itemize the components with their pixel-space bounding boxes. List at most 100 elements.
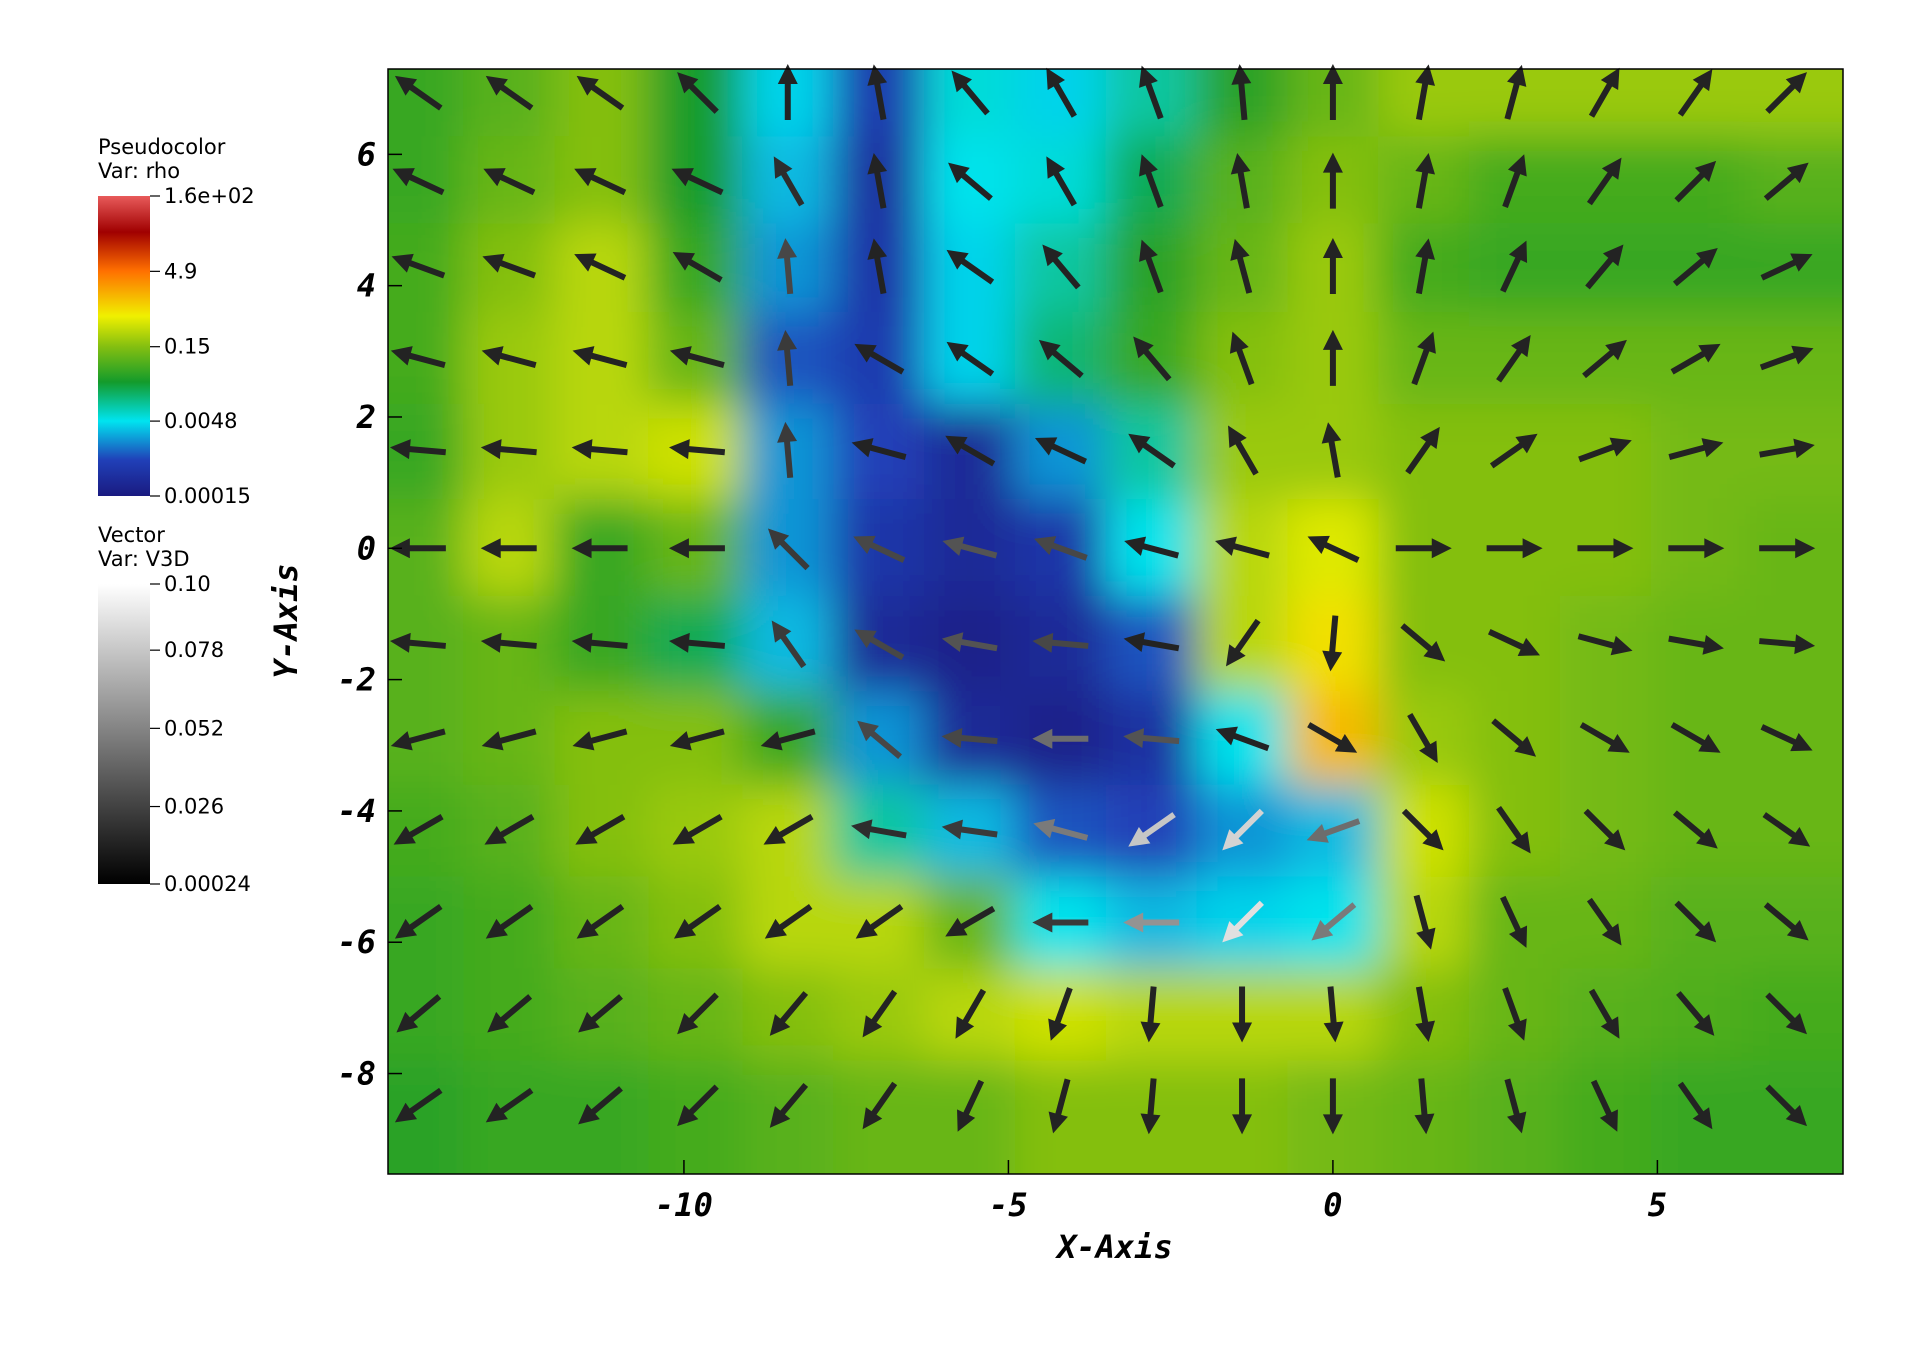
- vector-arrow: [1222, 900, 1264, 943]
- y-tick-label: 4: [357, 267, 376, 305]
- vector-arrow: [394, 904, 443, 939]
- vector-arrow: [1415, 238, 1435, 295]
- vector-arrow: [391, 253, 446, 279]
- legend-tick-label: 0.052: [164, 716, 224, 740]
- colorbar: [98, 196, 150, 496]
- vector-arrow: [392, 168, 445, 196]
- vector-arrow: [669, 346, 725, 369]
- vector-arrow: [669, 632, 726, 653]
- vector-arrow: [760, 728, 816, 751]
- density-cell: [388, 784, 465, 878]
- legend-tick-label: 0.078: [164, 638, 224, 662]
- vector-arrow: [957, 1079, 985, 1132]
- vector-arrow: [482, 253, 537, 279]
- x-axis-title: X-Axis: [1054, 1228, 1173, 1266]
- vector-arrow: [854, 629, 905, 661]
- vector-arrow: [1322, 329, 1343, 386]
- vector-arrow: [1048, 987, 1073, 1041]
- vector-arrow: [1672, 810, 1718, 849]
- vector-arrow: [1322, 1078, 1343, 1135]
- density-cell: [388, 136, 465, 225]
- vector-arrow: [767, 528, 810, 571]
- vector-arrow: [769, 991, 809, 1036]
- vector-arrow: [1046, 156, 1077, 207]
- vector-arrow: [1762, 812, 1811, 847]
- vector-arrow: [1228, 425, 1259, 476]
- vector-arrow: [851, 819, 907, 840]
- density-cell: [1741, 311, 1843, 405]
- colorbar: [98, 584, 150, 884]
- vector-arrow: [1489, 433, 1538, 469]
- y-tick-label: -4: [337, 792, 376, 830]
- vector-arrow: [854, 343, 905, 375]
- vector-arrow: [1579, 722, 1630, 753]
- vector-arrow: [485, 75, 534, 111]
- vector-arrow: [1668, 538, 1725, 559]
- vector-arrow: [574, 253, 627, 281]
- vector-arrow: [948, 162, 993, 201]
- vector-arrow: [1491, 718, 1537, 757]
- vector-arrow: [1582, 339, 1627, 379]
- vector-arrow: [1322, 63, 1343, 120]
- vector-arrow: [771, 620, 807, 669]
- vector-arrow: [1500, 240, 1528, 293]
- vector-arrow: [1674, 160, 1717, 203]
- vector-arrow: [1401, 808, 1444, 851]
- vector-arrow: [1322, 152, 1343, 209]
- vector-arrow: [671, 168, 724, 196]
- vector-arrow: [1585, 244, 1624, 290]
- vector-arrow: [1048, 1078, 1071, 1134]
- vector-arrow: [763, 814, 814, 845]
- vector-arrow: [578, 994, 623, 1033]
- vector-arrow: [1128, 433, 1176, 469]
- vector-arrow: [1486, 538, 1543, 559]
- vector-arrow: [1670, 343, 1721, 375]
- vector-arrow: [677, 1084, 719, 1127]
- vector-arrow: [1032, 728, 1089, 749]
- vector-arrow: [574, 168, 627, 196]
- legend-title: Vector: [98, 523, 165, 547]
- y-tick-label: 6: [357, 135, 376, 173]
- vector-arrow: [1124, 536, 1180, 559]
- vector-arrow: [1760, 724, 1813, 752]
- density-cell: [1741, 784, 1843, 878]
- vector-arrow: [390, 346, 446, 369]
- vector-arrow: [389, 439, 447, 460]
- vector-arrow: [1765, 992, 1807, 1035]
- vector-arrow: [764, 904, 813, 939]
- vector-arrow: [1215, 536, 1270, 559]
- vector-arrow: [1668, 635, 1724, 655]
- vector-arrow: [867, 64, 888, 121]
- y-tick-label: -6: [337, 923, 376, 961]
- vector-arrow: [941, 728, 998, 748]
- legend-tick-label: 0.00015: [164, 484, 251, 508]
- vector-arrow: [1760, 253, 1813, 281]
- vector-arrow: [777, 63, 798, 120]
- legend-tick-label: 0.0048: [164, 409, 237, 433]
- legend-tick-label: 0.00024: [164, 872, 251, 896]
- vector-arrow: [1232, 1078, 1253, 1135]
- y-tick-label: -2: [337, 661, 376, 699]
- vector-arrow: [1133, 336, 1172, 382]
- density-cell: [1014, 1060, 1107, 1174]
- density-cell: [388, 691, 465, 786]
- density-cell: [388, 968, 465, 1062]
- vector-arrow: [1496, 334, 1531, 383]
- vector-arrow: [480, 538, 537, 559]
- vector-arrow: [572, 346, 628, 369]
- density-cell: [463, 1060, 556, 1174]
- vector-arrow: [578, 1086, 623, 1125]
- vector-arrow: [945, 905, 996, 937]
- vector-arrow: [1668, 438, 1724, 460]
- vector-arrow: [946, 249, 995, 285]
- vector-arrow: [571, 632, 628, 653]
- density-cell: [1741, 223, 1843, 313]
- vector-arrow: [867, 238, 888, 295]
- vector-arrow: [1232, 986, 1253, 1043]
- vector-arrow: [396, 994, 442, 1033]
- vector-arrow: [572, 728, 628, 751]
- density-cell: [1741, 403, 1843, 501]
- vector-arrow: [485, 1087, 534, 1123]
- vector-arrow: [1311, 902, 1357, 941]
